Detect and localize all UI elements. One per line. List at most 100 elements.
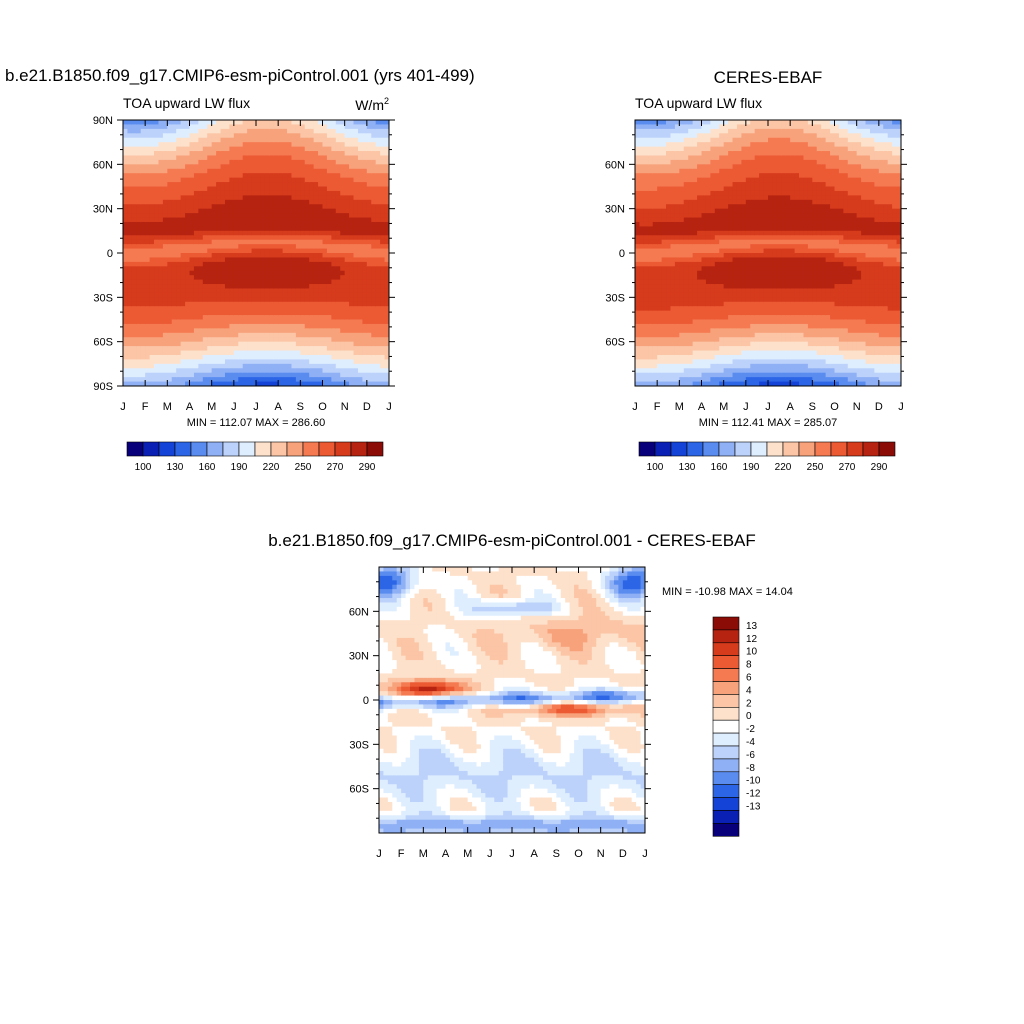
contour-cell [353, 133, 359, 139]
contour-cell [273, 275, 279, 281]
contour-cell [661, 346, 667, 352]
contour-cell [136, 177, 142, 183]
contour-cell [273, 151, 279, 157]
contour-cell [158, 195, 164, 201]
contour-cell [278, 155, 284, 161]
contour-cell [366, 257, 372, 263]
contour-cell [679, 284, 685, 290]
contour-cell [313, 261, 319, 267]
contour-cell [278, 128, 284, 134]
contour-cell [349, 377, 355, 383]
contour-cell [154, 381, 160, 386]
contour-cell [149, 253, 155, 259]
contour-cell [657, 261, 663, 267]
contour-cell [362, 151, 368, 157]
contour-cell [291, 346, 297, 352]
contour-cell [127, 288, 133, 294]
contour-cell [666, 253, 672, 259]
contour-cell [211, 124, 217, 130]
contour-cell [683, 239, 689, 245]
contour-cell [635, 164, 641, 170]
contour-cell [145, 372, 151, 378]
contour-cell [171, 186, 177, 192]
contour-cell [216, 230, 222, 236]
contour-cell [340, 124, 346, 130]
contour-cell [639, 301, 645, 307]
contour-cell [657, 195, 663, 201]
contour-cell [295, 186, 301, 192]
contour-cell [674, 168, 680, 174]
contour-cell [714, 350, 720, 356]
contour-cell [256, 332, 262, 338]
contour-cell [705, 261, 711, 267]
contour-cell [384, 120, 389, 126]
contour-cell [207, 168, 213, 174]
contour-cell [331, 279, 337, 285]
contour-cell [344, 208, 350, 214]
contour-cell [198, 244, 204, 250]
contour-cell [639, 164, 645, 170]
contour-cell [207, 221, 213, 227]
contour-cell [211, 337, 217, 343]
contour-cell [670, 266, 676, 272]
contour-cell [366, 120, 372, 126]
contour-cell [643, 159, 649, 165]
contour-cell [251, 253, 257, 259]
contour-cell [371, 301, 377, 307]
contour-cell [216, 288, 222, 294]
contour-cell [349, 323, 355, 329]
contour-cell [145, 275, 151, 281]
contour-cell [260, 137, 266, 143]
contour-cell [216, 177, 222, 183]
contour-cell [291, 213, 297, 219]
contour-cell [220, 270, 226, 276]
contour-cell [211, 270, 217, 276]
contour-cell [238, 168, 244, 174]
contour-cell [229, 306, 235, 312]
contour-cell [679, 363, 685, 369]
contour-cell [216, 128, 222, 134]
contour-cell [326, 190, 332, 196]
contour-cell [357, 292, 363, 298]
contour-cell [331, 248, 337, 254]
contour-cell [185, 164, 191, 170]
contour-cell [357, 244, 363, 250]
contour-cell [371, 244, 377, 250]
contour-cell [719, 346, 725, 352]
contour-cell [233, 186, 239, 192]
contour-cell [211, 235, 217, 241]
contour-cell [136, 297, 142, 303]
contour-cell [643, 164, 649, 170]
contour-cell [697, 195, 703, 201]
contour-cell [242, 288, 248, 294]
contour-cell [198, 213, 204, 219]
contour-cell [242, 133, 248, 139]
contour-cell [719, 275, 725, 281]
contour-cell [344, 346, 350, 352]
contour-cell [140, 195, 146, 201]
contour-cell [247, 301, 253, 307]
contour-cell [300, 230, 306, 236]
contour-cell [233, 168, 239, 174]
contour-cell [679, 146, 685, 152]
contour-cell [171, 195, 177, 201]
contour-cell [202, 155, 208, 161]
contour-cell [260, 151, 266, 157]
contour-cell [326, 381, 332, 386]
contour-cell [198, 226, 204, 232]
contour-cell [251, 120, 257, 126]
contour-cell [242, 199, 248, 205]
contour-cell [705, 235, 711, 241]
contour-cell [692, 151, 698, 157]
contour-cell [207, 359, 213, 365]
contour-cell [710, 221, 716, 227]
contour-cell [344, 328, 350, 334]
contour-cell [362, 155, 368, 161]
contour-cell [714, 173, 720, 179]
contour-cell [313, 310, 319, 316]
contour-cell [264, 332, 270, 338]
contour-cell [136, 128, 142, 134]
contour-cell [154, 359, 160, 365]
contour-cell [300, 151, 306, 157]
contour-cell [362, 354, 368, 360]
